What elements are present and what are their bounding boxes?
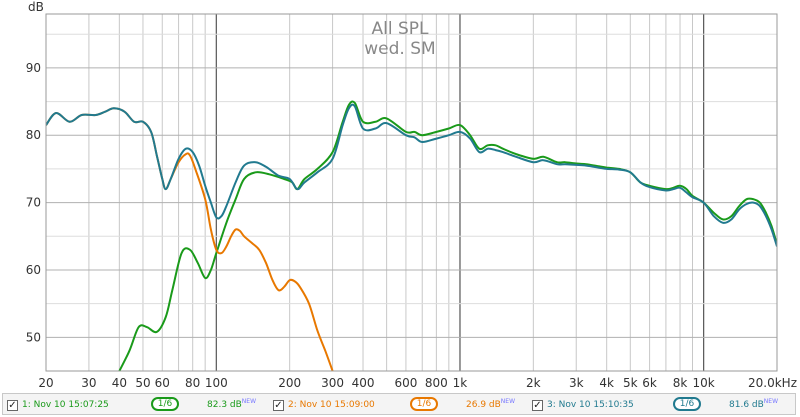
legend-label-3: 3: Nov 10 15:10:35 [547, 400, 634, 410]
legend-item-2[interactable]: ✓ 2: Nov 10 15:09:00 [273, 397, 375, 413]
spl-chart: 50 60 70 80 90 20 30 40 50 60 80 100 200 300 400 600 800… [26, 0, 797, 390]
series-line-3 [46, 103, 777, 247]
x-tick-label: 20.0kHz [748, 376, 797, 390]
grid [45, 14, 778, 371]
legend-item-3[interactable]: ✓ 3: Nov 10 15:10:35 [532, 397, 634, 413]
legend-badge-2: NEW [500, 398, 516, 405]
x-tick-label: 800 [425, 376, 448, 390]
legend-checkbox-1[interactable]: ✓ [7, 399, 18, 411]
legend-bar: ✓ 1: Nov 10 15:07:25 1/6 82.3 dBNEW ✓ 2:… [2, 393, 796, 415]
x-tick-label: 400 [352, 376, 375, 390]
legend-level-value-1: 82.3 dB [207, 400, 242, 410]
plot-border [45, 13, 778, 372]
x-tick-label: 200 [278, 376, 301, 390]
x-tick-label: 50 [135, 376, 150, 390]
smoothing-button-1[interactable]: 1/6 [151, 397, 179, 411]
legend-badge-3: NEW [763, 398, 779, 405]
x-tick-label: 20 [38, 376, 53, 390]
smoothing-button-2[interactable]: 1/6 [410, 397, 438, 411]
y-tick-label: 70 [26, 196, 41, 210]
chart-subtitle: wed. SM [364, 39, 435, 59]
y-tick-label: 60 [26, 263, 41, 277]
chart-title: All SPL [372, 19, 430, 39]
legend-label-2: 2: Nov 10 15:09:00 [288, 400, 375, 410]
x-tick-label: 1k [453, 376, 468, 390]
y-tick-label: 90 [26, 61, 41, 75]
legend-level-value-2: 26.9 dB [466, 400, 501, 410]
y-tick-label: 50 [26, 330, 41, 344]
series-lines [46, 100, 777, 371]
legend-label-1: 1: Nov 10 15:07:25 [22, 400, 109, 410]
x-tick-label: 60 [155, 376, 170, 390]
y-axis-label: dB [28, 0, 44, 14]
legend-item-1[interactable]: ✓ 1: Nov 10 15:07:25 [7, 397, 109, 413]
legend-badge-1: NEW [241, 398, 257, 405]
legend-level-2: 26.9 dBNEW [466, 398, 515, 410]
x-tick-label: 4k [599, 376, 614, 390]
tick-labels: 50 60 70 80 90 20 30 40 50 60 80 100 200 300 400 600 800… [26, 61, 797, 390]
legend-level-value-3: 81.6 dB [729, 400, 764, 410]
x-tick-label: 80 [185, 376, 200, 390]
x-tick-label: 40 [112, 376, 127, 390]
x-tick-label: 5k [623, 376, 638, 390]
x-tick-label: 600 [394, 376, 417, 390]
x-tick-label: 2k [526, 376, 541, 390]
x-tick-label: 30 [81, 376, 96, 390]
x-tick-label: 10k [693, 376, 715, 390]
legend-checkbox-3[interactable]: ✓ [532, 399, 543, 411]
x-tick-label: 3k [569, 376, 584, 390]
smoothing-button-3[interactable]: 1/6 [673, 397, 701, 411]
legend-checkbox-2[interactable]: ✓ [273, 399, 284, 411]
x-tick-label: 300 [321, 376, 344, 390]
x-tick-label: 8k [673, 376, 688, 390]
legend-level-3: 81.6 dBNEW [729, 398, 778, 410]
y-tick-label: 80 [26, 128, 41, 142]
x-tick-label: 6k [642, 376, 657, 390]
series-line-1 [118, 100, 777, 371]
legend-level-1: 82.3 dBNEW [207, 398, 256, 410]
x-tick-label: 100 [205, 376, 228, 390]
